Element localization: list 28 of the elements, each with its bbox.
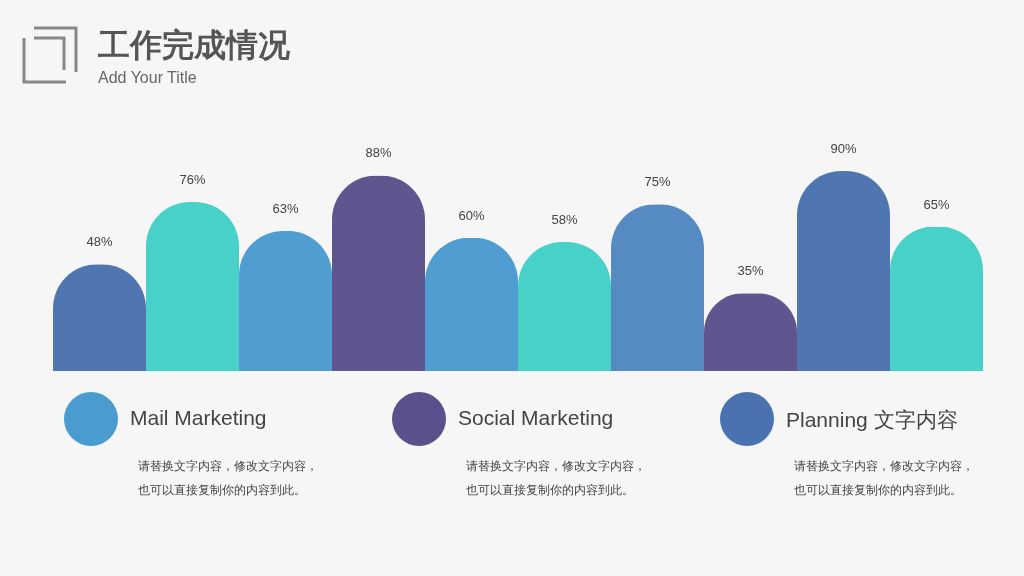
- data-label: 76%: [179, 172, 206, 188]
- data-label: 63%: [272, 201, 299, 216]
- bar: [518, 242, 611, 371]
- text: Social Marketing: [458, 406, 614, 430]
- chart-subtitle: Add Your Title: [98, 69, 197, 87]
- data-label: 90%: [830, 141, 857, 156]
- bar: [890, 226, 983, 371]
- bar: [146, 202, 239, 371]
- bar: [332, 175, 425, 371]
- text: 请替换文字内容，修改文字内容，也可以直接复制你的内容到此。: [138, 458, 319, 499]
- data-label: 88%: [365, 145, 392, 161]
- bar: [704, 293, 797, 371]
- data-label: 48%: [86, 234, 113, 250]
- bar: [425, 237, 518, 371]
- data-label: 75%: [644, 174, 671, 190]
- data-label: 58%: [551, 212, 578, 228]
- bar: [239, 231, 332, 371]
- data-label: 60%: [458, 207, 485, 223]
- text: 请替换文字内容，修改文字内容，也可以直接复制你的内容到此。: [466, 458, 647, 499]
- data-label: 65%: [923, 196, 950, 212]
- data-label: 35%: [737, 263, 764, 279]
- chart-title: 工作完成情况: [98, 25, 290, 66]
- text: 请替换文字内容，修改文字内容，也可以直接复制你的内容到此。: [794, 458, 975, 499]
- bar: [797, 171, 890, 371]
- text: Mail Marketing: [130, 406, 267, 430]
- text: Planning 文字内容: [786, 407, 958, 433]
- bar: [53, 264, 146, 371]
- bar: [611, 204, 704, 371]
